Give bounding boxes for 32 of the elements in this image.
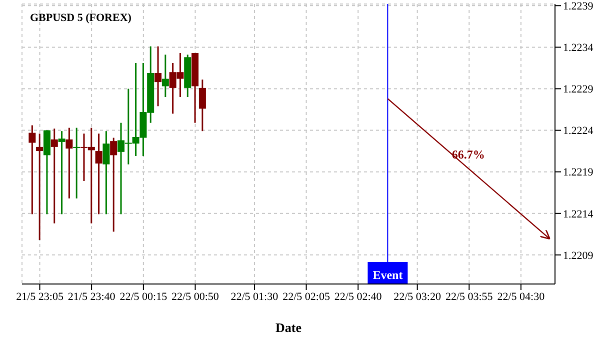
y-tick-label: 1.2234 [563, 42, 594, 54]
x-tick-label: 22/5 02:05 [282, 290, 330, 303]
candlestick [198, 78, 206, 132]
y-tick-label: 1.2209 [563, 250, 594, 262]
candlestick [50, 128, 58, 224]
candlestick [66, 127, 73, 200]
candlestick [102, 130, 110, 215]
x-tick-label: 22/5 01:30 [230, 290, 279, 303]
text: GBPUSD 5 (FOREX) [30, 12, 132, 24]
annotation: 66.7% [452, 148, 485, 162]
x-tick-label: 22/5 02:40 [334, 290, 382, 303]
y-tick-label: 1.2229 [563, 84, 594, 96]
x-tick-label: 22/5 03:20 [394, 290, 442, 303]
ref-line-label: Event [372, 268, 403, 282]
candlestick [73, 127, 80, 200]
candlestick [28, 124, 36, 215]
candlestick [95, 132, 102, 215]
x-axis-title: Date [276, 320, 302, 335]
candlestick [58, 130, 66, 215]
y-tick-label: 1.2224 [563, 125, 594, 138]
x-tick-label: 22/5 03:55 [445, 290, 494, 303]
candlestick [154, 46, 162, 107]
x-tick-label: 22/5 00:15 [120, 290, 168, 303]
x-tick-label: 22/5 00:50 [172, 290, 220, 303]
y-tick-label: 1.2219 [563, 166, 594, 179]
candlestick [110, 137, 118, 232]
x-tick-label: 21/5 23:40 [68, 290, 116, 303]
x-tick-label: 22/5 04:30 [497, 290, 546, 303]
y-tick-label: 1.2239 [563, 0, 594, 13]
candlestick [162, 54, 169, 98]
x-tick-label: 21/5 23:05 [16, 290, 64, 303]
y-tick-label: 1.2214 [563, 208, 594, 220]
